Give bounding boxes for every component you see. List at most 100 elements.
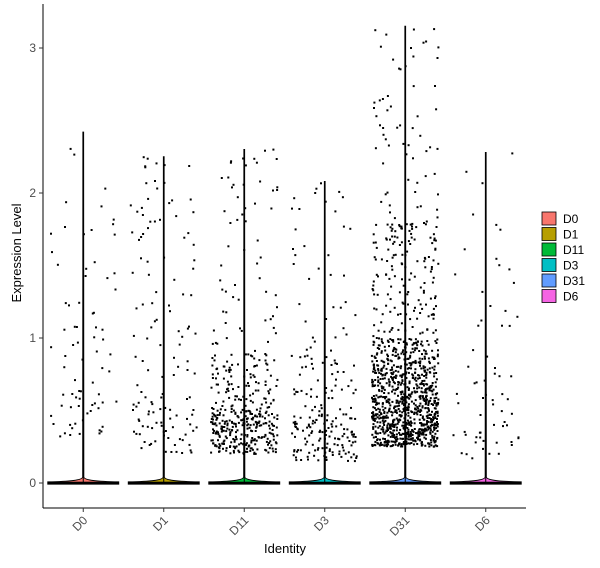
jitter-point (421, 391, 424, 394)
jitter-point (270, 444, 273, 447)
jitter-point (399, 428, 402, 431)
jitter-point (387, 341, 390, 343)
jitter-point (184, 433, 187, 436)
jitter-point (429, 146, 432, 149)
jitter-point (235, 445, 238, 448)
jitter-point (264, 422, 267, 424)
jitter-point (407, 428, 410, 431)
jitter-point (435, 404, 438, 406)
jitter-point (342, 449, 345, 452)
jitter-point (380, 321, 383, 324)
jitter-point (382, 162, 385, 165)
jitter-point (393, 434, 396, 436)
jitter-point (168, 202, 171, 205)
jitter-point (254, 389, 257, 392)
jitter-point (388, 330, 391, 333)
jitter-point (378, 417, 381, 420)
jitter-point (239, 438, 242, 441)
jitter-point (374, 430, 377, 433)
jitter-point (406, 433, 409, 436)
jitter-point (297, 449, 300, 452)
jitter-point (433, 445, 436, 448)
jitter-point (434, 239, 437, 242)
jitter-point (265, 401, 268, 404)
jitter-point (331, 397, 334, 400)
jitter-point (378, 414, 381, 417)
jitter-point (403, 340, 406, 343)
jitter-point (433, 375, 436, 378)
jitter-point (416, 432, 419, 435)
jitter-point (229, 161, 232, 164)
jitter-point (135, 405, 138, 408)
jitter-point (152, 411, 155, 414)
jitter-point (71, 393, 74, 395)
jitter-point (418, 433, 421, 436)
jitter-point (390, 410, 393, 413)
jitter-point (211, 422, 214, 425)
jitter-point (237, 398, 240, 401)
jitter-point (379, 378, 382, 380)
jitter-point (382, 408, 385, 411)
jitter-point (142, 233, 145, 235)
jitter-point (389, 310, 392, 313)
jitter-point (408, 442, 411, 445)
jitter-point (390, 360, 393, 363)
jitter-point (402, 441, 405, 443)
violin-outlines (47, 25, 522, 485)
jitter-point (415, 226, 418, 229)
jitter-point (435, 402, 438, 405)
jitter-point (343, 432, 346, 435)
jitter-point (236, 218, 239, 221)
jitter-point (434, 85, 436, 87)
jitter-point (265, 290, 268, 293)
jitter-point (241, 424, 244, 427)
jitter-point (393, 407, 395, 410)
jitter-point (379, 124, 381, 127)
jitter-point (429, 429, 432, 432)
jitter-point (253, 451, 256, 454)
jitter-point (141, 214, 144, 216)
jitter-point (164, 450, 167, 453)
jitter-point (227, 245, 230, 248)
jitter-point (489, 305, 492, 307)
jitter-point (392, 364, 395, 367)
jitter-point (375, 432, 378, 435)
jitter-point (250, 429, 252, 432)
jitter-point (106, 277, 109, 280)
jitter-point (394, 411, 397, 413)
jitter-point (230, 383, 233, 386)
jitter-point (435, 378, 438, 381)
jitter-point (394, 423, 397, 426)
jitter-point (400, 414, 403, 417)
jitter-point (62, 393, 65, 396)
jitter-point (295, 459, 298, 462)
jitter-point (101, 425, 104, 428)
jitter-point (211, 415, 214, 418)
jitter-point (405, 153, 408, 156)
jitter-point (272, 398, 275, 401)
jitter-point (236, 395, 238, 398)
jitter-point (422, 423, 425, 426)
jitter-point (387, 429, 389, 431)
jitter-point (391, 385, 394, 388)
jitter-point (432, 331, 435, 334)
jitter-point (387, 144, 390, 147)
jitter-point (246, 434, 249, 436)
jitter-point (432, 357, 435, 360)
jitter-point (436, 338, 439, 341)
jitter-point (390, 440, 393, 443)
jitter-point (211, 357, 214, 359)
jitter-point (430, 418, 432, 420)
jitter-point (432, 313, 435, 316)
jitter-point (104, 187, 107, 190)
jitter-point (255, 426, 258, 429)
jitter-point (424, 350, 427, 353)
jitter-point (427, 315, 430, 318)
jitter-point (374, 357, 377, 359)
jitter-point (226, 424, 229, 427)
jitter-point (385, 395, 388, 398)
jitter-point (408, 434, 411, 437)
jitter-point (436, 425, 439, 428)
jitter-point (340, 455, 343, 458)
jitter-point (255, 364, 258, 367)
